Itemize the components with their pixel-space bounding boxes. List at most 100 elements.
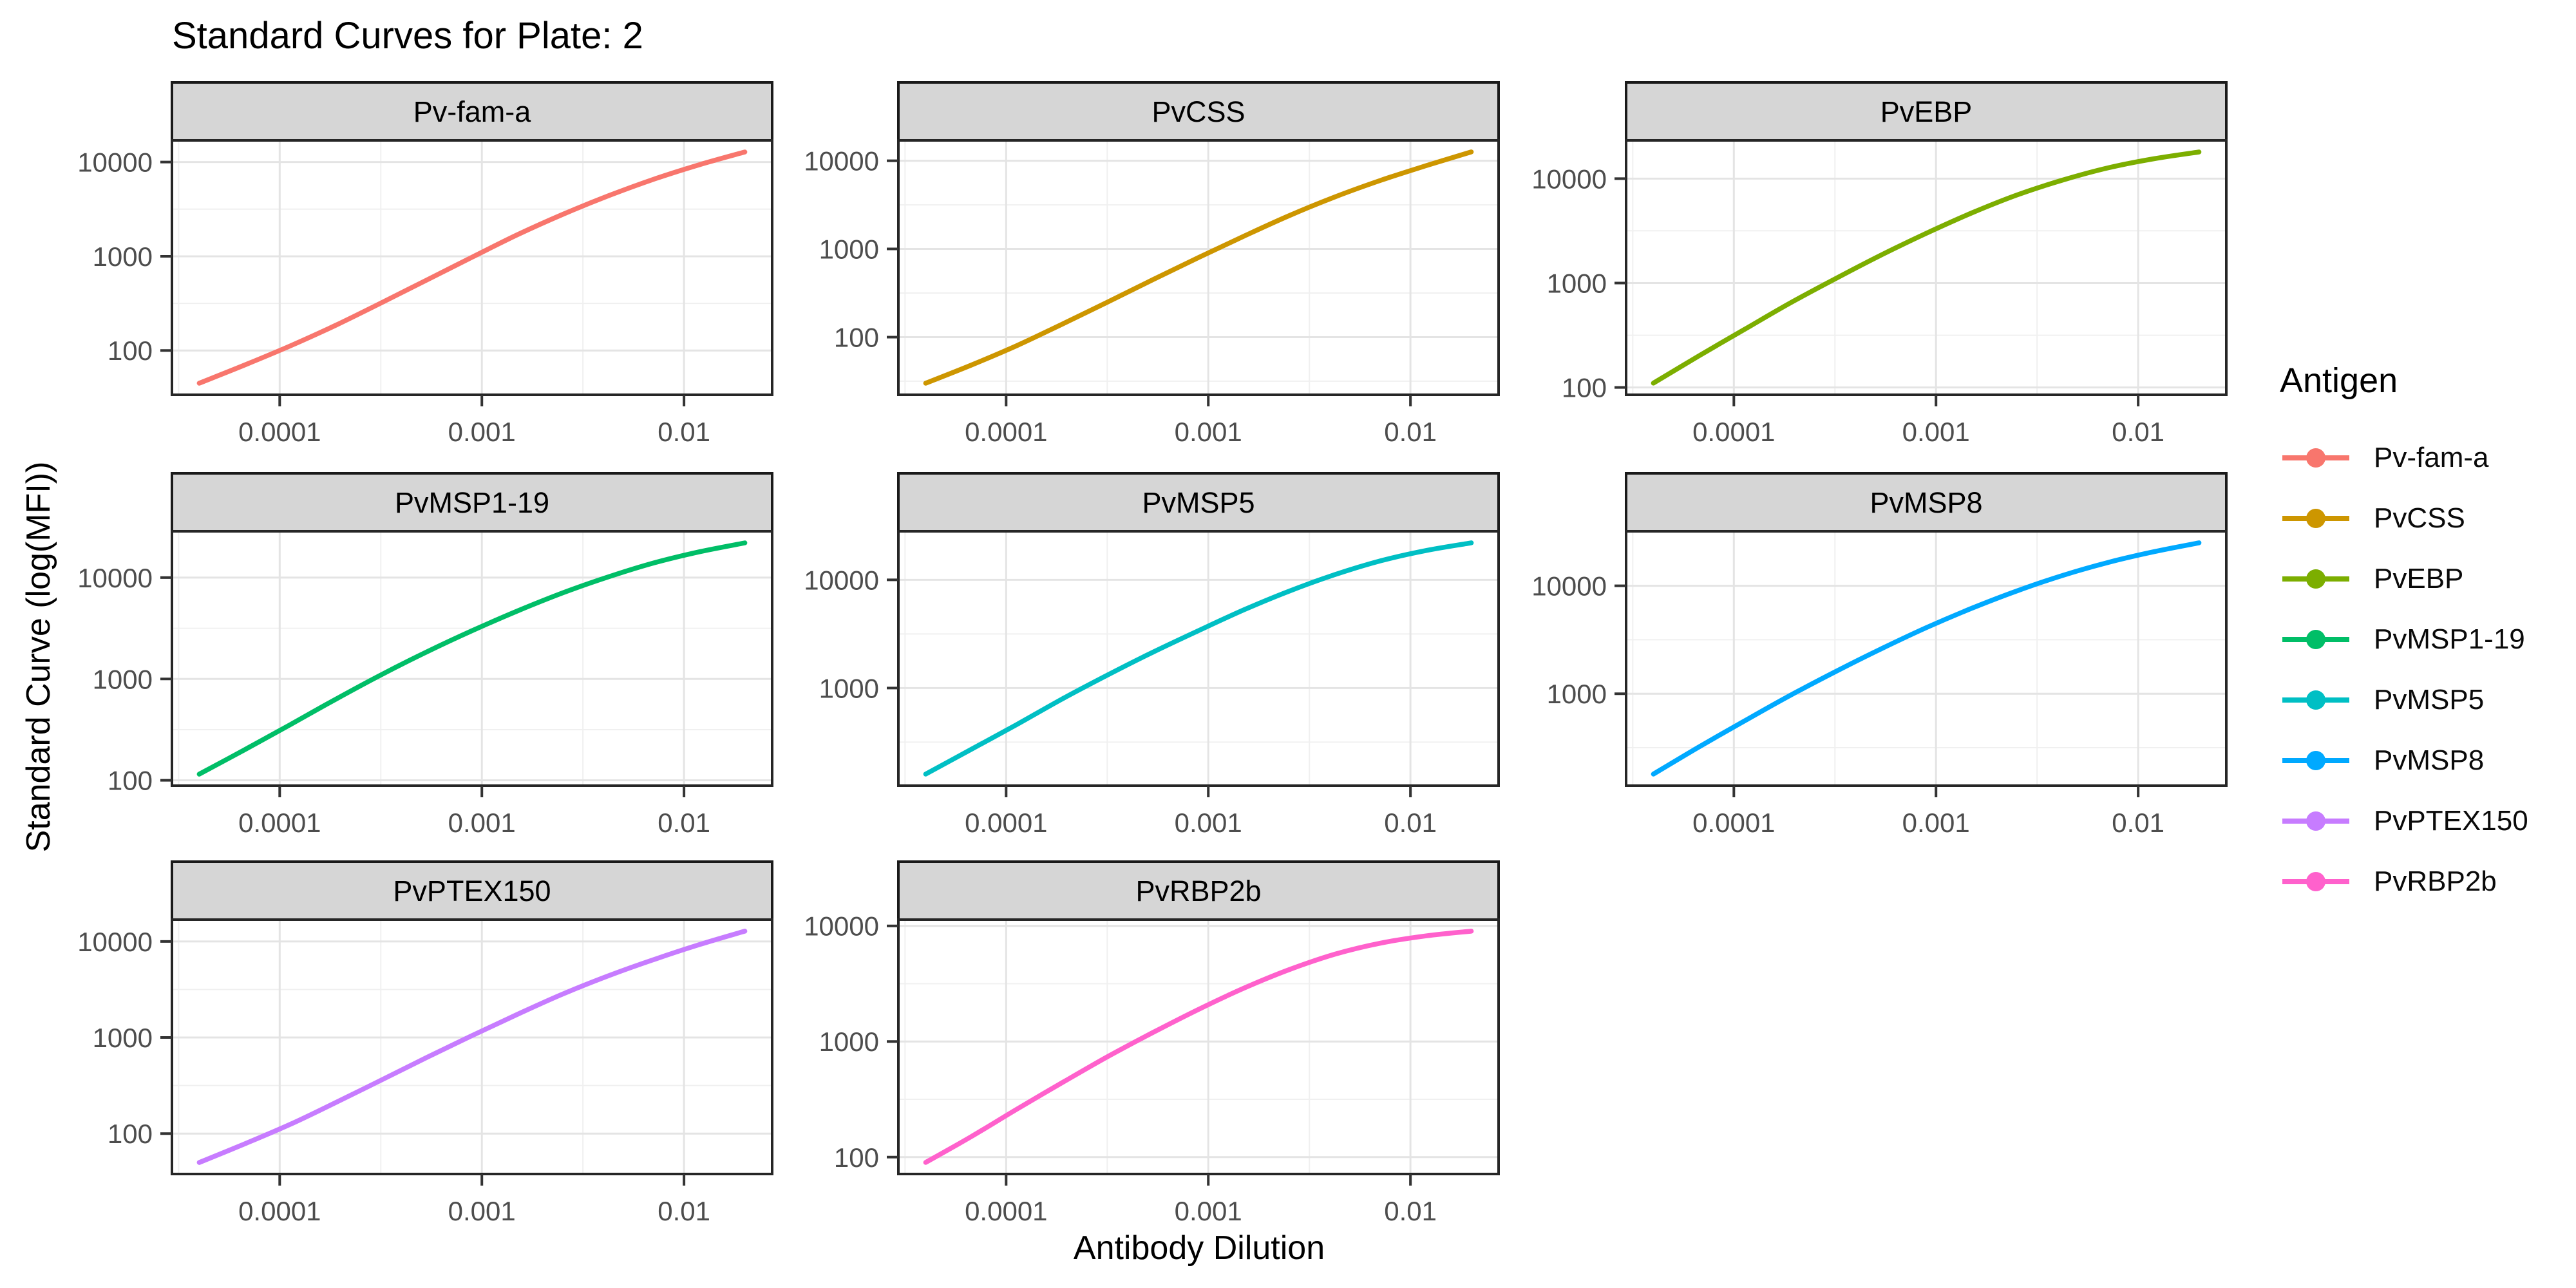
y-axis-tick-label: 1000 — [819, 1027, 879, 1057]
legend-key-icon — [2282, 811, 2349, 831]
y-axis-tick-label: 100 — [834, 322, 879, 352]
legend-key-point — [2306, 751, 2325, 770]
x-axis-tick-label: 0.01 — [2112, 417, 2164, 447]
facet-strip-label: PvRBP2b — [1135, 875, 1261, 907]
facet-strip — [897, 81, 1500, 142]
legend-key-point — [2306, 509, 2325, 528]
facet-strip — [897, 472, 1500, 533]
x-axis-tick-label: 0.01 — [1384, 808, 1437, 838]
legend-key-icon — [2282, 569, 2349, 589]
x-axis-tick-label: 0.01 — [1384, 417, 1437, 447]
x-axis-tick-label: 0.0001 — [238, 808, 321, 838]
legend-entry-label: PvMSP1-19 — [2374, 623, 2525, 655]
y-axis-tick-label: 10000 — [804, 911, 879, 942]
facet-panel-PvRBP2b: PvRBP2b 0.0001 0.001 0.01 100 1000 10000 — [804, 860, 1500, 1226]
facet-strip-label: Pv-fam-a — [413, 95, 532, 128]
standard-curve-PvEBP — [1651, 149, 2202, 386]
standard-curve-Pv-fam-a — [196, 149, 748, 386]
legend-entry-label: PvEBP — [2374, 563, 2464, 594]
facet-panel-PvMSP8: PvMSP8 0.0001 0.001 0.01 1000 10000 — [1531, 472, 2228, 838]
legend-key-point — [2306, 872, 2325, 891]
y-axis-tick-label: 1000 — [819, 673, 879, 703]
legend-key-icon — [2282, 872, 2349, 891]
panel-border — [897, 139, 1500, 396]
y-axis-tick-label: 1000 — [93, 664, 153, 694]
x-axis-tick-label: 0.001 — [448, 808, 516, 838]
panel-border — [1625, 530, 2228, 787]
x-axis-tick-label: 0.001 — [448, 417, 516, 447]
facet-panel-Pv-fam-a: Pv-fam-a 0.0001 0.001 0.01 100 1000 10000 — [77, 81, 773, 447]
facet-panel-PvMSP5: PvMSP5 0.0001 0.001 0.01 1000 10000 — [804, 472, 1500, 838]
legend-key-point — [2306, 448, 2325, 468]
x-axis-tick-label: 0.001 — [1902, 808, 1970, 838]
legend-entry-label: PvCSS — [2374, 502, 2465, 534]
standard-curve-PvMSP8 — [1651, 540, 2202, 777]
legend-entry-PvCSS: PvCSS — [2280, 488, 2528, 549]
facet-panel-PvEBP: PvEBP 0.0001 0.001 0.01 100 1000 10000 — [1531, 81, 2228, 447]
standard-curve-PvPTEX150 — [196, 929, 748, 1165]
facet-strip — [897, 860, 1500, 921]
facet-strip — [171, 472, 773, 533]
x-axis-tick-label: 0.0001 — [965, 808, 1047, 838]
legend-key-point — [2306, 630, 2325, 649]
y-axis-tick-label: 1000 — [1547, 679, 1607, 709]
legend-title: Antigen — [2280, 361, 2398, 400]
panel-border — [171, 530, 773, 787]
x-axis-tick-label: 0.01 — [658, 417, 710, 447]
y-axis-tick-label: 1000 — [93, 242, 153, 272]
legend-key-point — [2306, 811, 2325, 831]
legend-key-icon — [2282, 448, 2349, 468]
facet-strip — [1625, 81, 2228, 142]
y-axis-tick-label: 10000 — [77, 147, 153, 178]
facet-panel-PvCSS: PvCSS 0.0001 0.001 0.01 100 1000 10000 — [804, 81, 1500, 447]
legend-key-point — [2306, 569, 2325, 589]
x-axis-tick-label: 0.001 — [1902, 417, 1970, 447]
y-axis-tick-label: 1000 — [1547, 268, 1607, 298]
panel-border — [1625, 139, 2228, 396]
legend-key-icon — [2282, 751, 2349, 770]
standard-curve-PvCSS — [923, 149, 1474, 386]
x-axis-tick-label: 0.0001 — [238, 1196, 321, 1226]
legend-entry-PvEBP: PvEBP — [2280, 549, 2528, 609]
facet-strip-label: PvPTEX150 — [393, 875, 551, 907]
facet-strip-label: PvMSP8 — [1870, 486, 1982, 519]
standard-curve-PvRBP2b — [923, 929, 1474, 1165]
facet-strip-label: PvMSP5 — [1142, 486, 1255, 519]
y-axis-tick-label: 10000 — [1531, 571, 1607, 601]
facet-strip-label: PvMSP1-19 — [395, 486, 549, 519]
legend-key-icon — [2282, 509, 2349, 528]
legend: Antigen Pv-fam-a PvCSS PvEBP PvMSP1-19 PvMSP… — [2280, 361, 2528, 912]
legend-key-icon — [2282, 630, 2349, 649]
x-axis-tick-label: 0.001 — [1175, 1196, 1242, 1226]
panel-border — [897, 918, 1500, 1175]
legend-entry-PvRBP2b: PvRBP2b — [2280, 851, 2528, 912]
y-axis-tick-label: 10000 — [77, 927, 153, 957]
facet-strip-label: PvEBP — [1880, 95, 1973, 128]
x-axis-tick-label: 0.001 — [1175, 417, 1242, 447]
x-axis-tick-label: 0.01 — [658, 808, 710, 838]
y-axis-tick-label: 100 — [108, 336, 153, 366]
y-axis-tick-label: 100 — [1562, 373, 1607, 403]
legend-entry-label: Pv-fam-a — [2374, 442, 2489, 473]
panel-border — [897, 530, 1500, 787]
facet-panel-PvMSP1-19: PvMSP1-19 0.0001 0.001 0.01 100 1000 10000 — [77, 472, 773, 838]
legend-entry-PvMSP8: PvMSP8 — [2280, 730, 2528, 791]
y-axis-tick-label: 100 — [108, 766, 153, 796]
y-axis-tick-label: 1000 — [93, 1023, 153, 1053]
legend-key-point — [2306, 690, 2325, 710]
legend-entry-PvMSP1-19: PvMSP1-19 — [2280, 609, 2528, 670]
x-axis-title: Antibody Dilution — [1073, 1229, 1325, 1267]
legend-key-icon — [2282, 690, 2349, 710]
legend-entry-label: PvPTEX150 — [2374, 805, 2528, 837]
x-axis-tick-label: 0.001 — [448, 1196, 516, 1226]
x-axis-tick-label: 0.0001 — [1692, 417, 1775, 447]
legend-entry-PvMSP5: PvMSP5 — [2280, 670, 2528, 730]
panel-border — [171, 139, 773, 396]
plot-title: Standard Curves for Plate: 2 — [172, 15, 643, 57]
facet-strip-label: PvCSS — [1151, 95, 1245, 128]
x-axis-tick-label: 0.01 — [2112, 808, 2164, 838]
legend-entry-label: PvMSP8 — [2374, 744, 2485, 776]
y-axis-tick-label: 10000 — [804, 565, 879, 595]
